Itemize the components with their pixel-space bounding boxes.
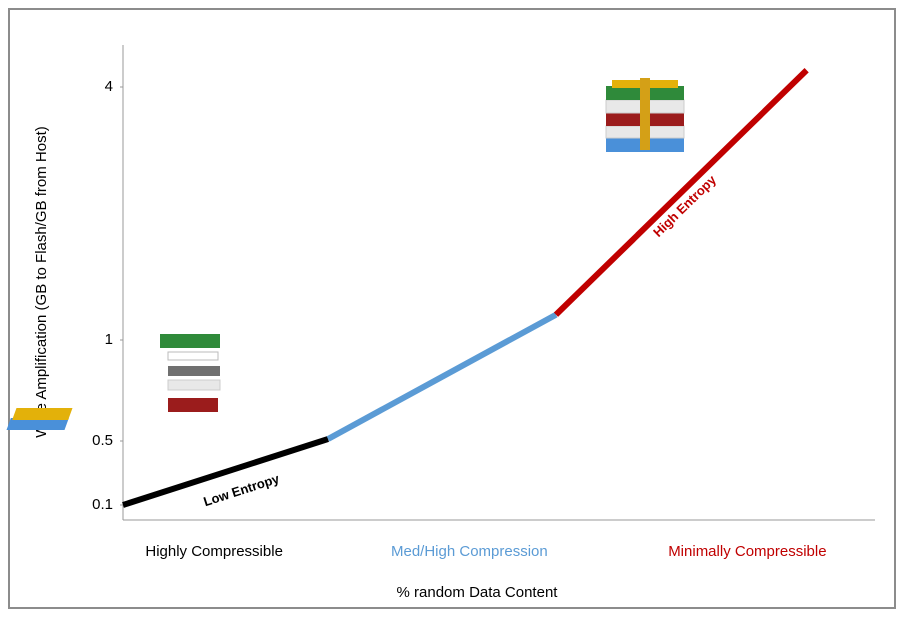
line-segment [328, 315, 556, 439]
y-tick-label: 0.5 [92, 432, 113, 449]
x-tick-label: Med/High Compression [391, 543, 548, 560]
segment-label: High Entropy [650, 172, 719, 240]
x-tick-label: Minimally Compressible [668, 543, 826, 560]
y-tick-label: 0.1 [92, 496, 113, 513]
y-tick-label: 4 [105, 78, 113, 95]
frame [9, 9, 895, 608]
x-tick-label: Highly Compressible [145, 543, 283, 560]
high-entropy-icon [606, 78, 684, 152]
y-axis-title: Write Amplification (GB to Flash/GB from… [33, 126, 50, 437]
y-tick-label: 1 [105, 331, 113, 348]
x-axis-title: % random Data Content [397, 584, 559, 601]
chart: Write Amplification (GB to Flash/GB from… [0, 0, 904, 617]
